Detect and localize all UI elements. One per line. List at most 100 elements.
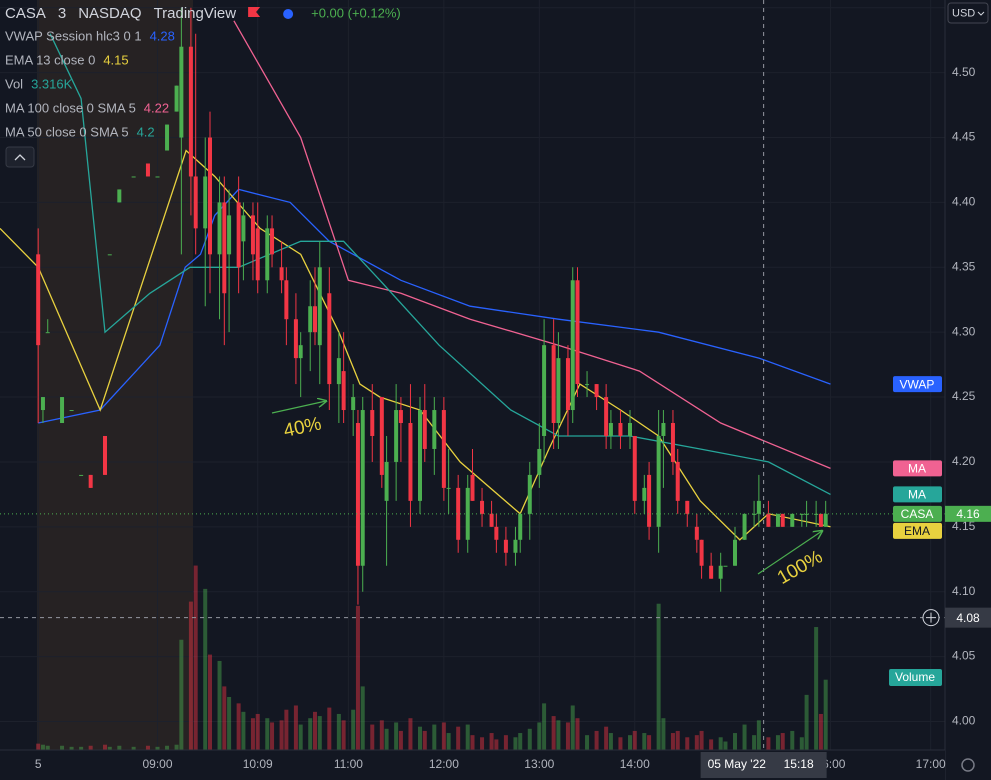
candle-body [360,410,365,566]
crosshair-date: 05 May '22 [708,757,767,771]
candle-body [241,215,246,242]
volume-bar [313,711,317,750]
candle-body [632,435,637,501]
currency[interactable]: USD [952,7,975,19]
candle-body [60,397,65,424]
candle-body [608,423,613,436]
volume-bar [752,735,757,750]
volume-bar [642,733,647,750]
candle-body [308,306,313,333]
volume-bar [298,724,303,750]
volume-bar [408,718,413,750]
header-source: TradingView [154,5,237,22]
candle-body [355,423,360,566]
header-exchange: NASDAQ [78,5,141,22]
series-tag-label: CASA [901,507,934,521]
legend-value: 4.2 [137,124,155,139]
candle-body [594,384,599,398]
volume-bar [217,660,222,750]
volume-bar [69,746,74,750]
candle-body [284,280,289,320]
candle-body [542,345,547,436]
candle-body [565,358,570,411]
candle-body [551,345,556,424]
candle-body [756,500,761,514]
candle-body [270,228,275,255]
volume-bar [647,735,652,750]
candle-body [227,215,232,255]
candle-body [188,46,193,177]
crosshair-time: 15:18 [784,757,814,771]
volume-bar [542,703,547,750]
candle-body [255,228,260,281]
volume-bar [480,737,485,750]
candle-body [604,397,609,436]
candle-body [642,487,647,501]
candle-body [670,423,675,462]
candle-body [145,163,150,177]
volume-bar [107,746,112,750]
series-tag-label: MA [908,488,926,502]
candle-body [647,474,652,527]
currency-button[interactable] [947,2,989,24]
crosshair-price: 4.08 [956,611,980,625]
volume-tag-label: Volume [895,670,935,684]
volume-bar [756,720,761,750]
volume-bar [117,745,122,750]
y-tick-label: 4.05 [952,649,976,663]
candle-body [107,254,112,256]
volume-bar [165,745,170,750]
legend-label: VWAP Session hlc3 0 1 [5,28,142,43]
candle-body [766,513,771,527]
volume-bar [556,720,561,750]
candle-body [222,202,227,294]
legend-value: 4.22 [144,100,169,115]
header-symbol: CASA [5,5,46,22]
candle-body [575,280,580,385]
x-tick-label: 13:00 [524,757,554,771]
volume-bar [465,724,470,750]
collapse-button[interactable] [5,146,35,168]
candle-body [570,280,575,411]
volume-bar [379,720,384,750]
indicator-line [49,33,831,495]
volume-bar [265,718,270,750]
add-icon [926,612,936,623]
volume-bar [45,745,50,750]
volume-bar [432,724,437,750]
candle-body [685,500,690,514]
series-tag [893,460,942,477]
volume-bar [422,730,427,750]
volume-bar [398,730,403,750]
y-tick-label: 4.50 [952,65,976,79]
candle-body [408,423,413,501]
y-tick-label: 4.10 [952,584,976,598]
y-tick-label: 4.30 [952,324,976,338]
candle-body [799,513,804,515]
volume-bar [780,733,785,750]
volume-bar [537,722,542,750]
volume-tag [889,669,942,686]
candle-body [489,513,494,527]
collapse-icon [14,154,26,161]
volume-bar [585,735,590,750]
legend-value: 3.316K [31,76,73,91]
candle-body [250,215,255,255]
candle-body [503,539,508,553]
volume-bar [308,718,313,750]
candle-body [265,228,270,281]
candle-body [79,474,84,476]
volume-bar [250,718,255,750]
candle-body [36,254,41,346]
volume-bar [270,722,275,750]
candle-body [384,461,389,501]
candle-body [742,513,747,540]
candle-body [418,410,422,501]
candle-body [341,371,346,411]
volume-bar [360,686,365,750]
settings-button[interactable] [961,758,975,772]
candle-body [661,423,666,436]
candle-body [394,410,399,462]
series-tag-label: VWAP [900,377,935,391]
candle-body [203,176,208,229]
